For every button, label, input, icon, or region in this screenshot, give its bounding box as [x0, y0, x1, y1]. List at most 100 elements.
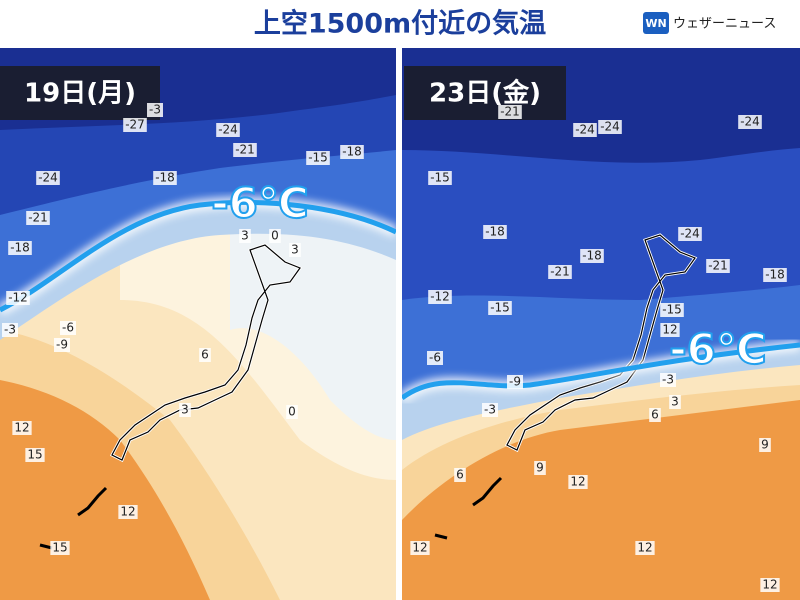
contour-label-bg	[534, 461, 546, 475]
contour-label-bg	[306, 151, 330, 165]
contour-label-bg	[123, 118, 147, 132]
contour-label-bg	[763, 268, 787, 282]
logo-text: ウェザーニュース	[673, 17, 776, 32]
contour-label-bg	[580, 249, 604, 263]
contour-label: -21	[235, 143, 255, 157]
contour-label: -3	[149, 103, 161, 117]
contour-label-bg	[507, 375, 523, 389]
title: 上空1500m付近の気温	[254, 8, 546, 40]
contour-label-bg	[289, 243, 301, 257]
contour-label: 12	[637, 541, 652, 555]
contour-label-bg	[50, 541, 70, 555]
contour-label: 6	[651, 408, 659, 422]
contour-label-bg	[36, 171, 60, 185]
contour-label: -3	[4, 323, 16, 337]
contour-label-bg	[660, 373, 676, 387]
contour-label: 3	[291, 243, 299, 257]
contour-label: 0	[271, 229, 279, 243]
contour-label-bg	[118, 505, 138, 519]
contour-label: 12	[14, 421, 29, 435]
contour-label: -6	[429, 351, 441, 365]
contour-label-bg	[598, 120, 622, 134]
contour-label: 12	[120, 505, 135, 519]
contour-label: 9	[761, 438, 769, 452]
contour-label-bg	[199, 348, 211, 362]
contour-label-bg	[669, 395, 681, 409]
logo-box	[643, 12, 669, 34]
contour-label-bg	[548, 265, 572, 279]
logo: WN ウェザーニュース	[643, 12, 776, 34]
contour-label-bg	[454, 468, 466, 482]
contour-label: -24	[218, 123, 238, 137]
contour-label-bg	[427, 351, 443, 365]
date-box	[404, 66, 566, 120]
contour-label-bg	[498, 105, 522, 119]
contour-label-bg	[660, 323, 680, 337]
contour-label: -12	[430, 290, 450, 304]
contour-label-bg	[706, 259, 730, 273]
contour-label-bg	[759, 438, 771, 452]
isotherm-label: -6℃	[669, 325, 767, 374]
contour-label: -18	[342, 145, 362, 159]
contour-label: 12	[570, 475, 585, 489]
contour-label: -21	[500, 105, 520, 119]
contour-label-bg	[340, 145, 364, 159]
contour-label-bg	[678, 227, 702, 241]
contour-label: -15	[308, 151, 328, 165]
date-label: 23日(金)	[429, 78, 541, 109]
contour-label: -24	[680, 227, 700, 241]
contour-label-bg	[54, 338, 70, 352]
contour-label-bg	[6, 291, 30, 305]
contour-label-bg	[60, 321, 76, 335]
contour-label-bg	[12, 421, 32, 435]
contour-label: -3	[662, 373, 674, 387]
contour-label: -18	[10, 241, 30, 255]
contour-label: 3	[181, 403, 189, 417]
contour-label-bg	[483, 225, 507, 239]
contour-label: 0	[288, 405, 296, 419]
contour-label-bg	[635, 541, 655, 555]
contour-label-bg	[649, 408, 661, 422]
date-box	[0, 66, 160, 120]
contour-label-bg	[179, 403, 191, 417]
contour-label: 6	[201, 348, 209, 362]
contour-label-bg	[428, 290, 452, 304]
contour-label-bg	[216, 123, 240, 137]
contour-label-bg	[573, 123, 597, 137]
contour-label: 3	[241, 229, 249, 243]
contour-label: -24	[38, 171, 58, 185]
contour-label-bg	[269, 229, 281, 243]
contour-label-bg	[8, 241, 32, 255]
contour-label-bg	[233, 143, 257, 157]
contour-label-bg	[488, 301, 512, 315]
contour-label: 15	[52, 541, 67, 555]
contour-label-bg	[428, 171, 452, 185]
panel-divider	[396, 48, 402, 600]
contour-label: -18	[582, 249, 602, 263]
contour-labels: -3-27 -24-21-15 -18-24 -18-21-18-12-3 -6-93 0…	[2, 103, 787, 592]
date-label: 19日(月)	[24, 79, 136, 109]
contour-label: -3	[484, 403, 496, 417]
contour-label: -18	[485, 225, 505, 239]
contour-label: -21	[550, 265, 570, 279]
contour-label-bg	[2, 323, 18, 337]
contour-label: -24	[575, 123, 595, 137]
contour-label-bg	[25, 448, 45, 462]
contour-label: -21	[28, 211, 48, 225]
isotherm-label: -6℃	[211, 179, 309, 228]
logo-mark: WN	[645, 17, 666, 30]
contour-label: 12	[412, 541, 427, 555]
contour-label: 9	[536, 461, 544, 475]
contour-label-bg	[286, 405, 298, 419]
left-map	[0, 48, 396, 600]
contour-label: 12	[662, 323, 677, 337]
contour-label-bg	[410, 541, 430, 555]
contour-label: 3	[671, 395, 679, 409]
contour-label: 15	[27, 448, 42, 462]
contour-label: 6	[456, 468, 464, 482]
contour-label-bg	[568, 475, 588, 489]
contour-label: -15	[490, 301, 510, 315]
contour-label-bg	[239, 229, 251, 243]
